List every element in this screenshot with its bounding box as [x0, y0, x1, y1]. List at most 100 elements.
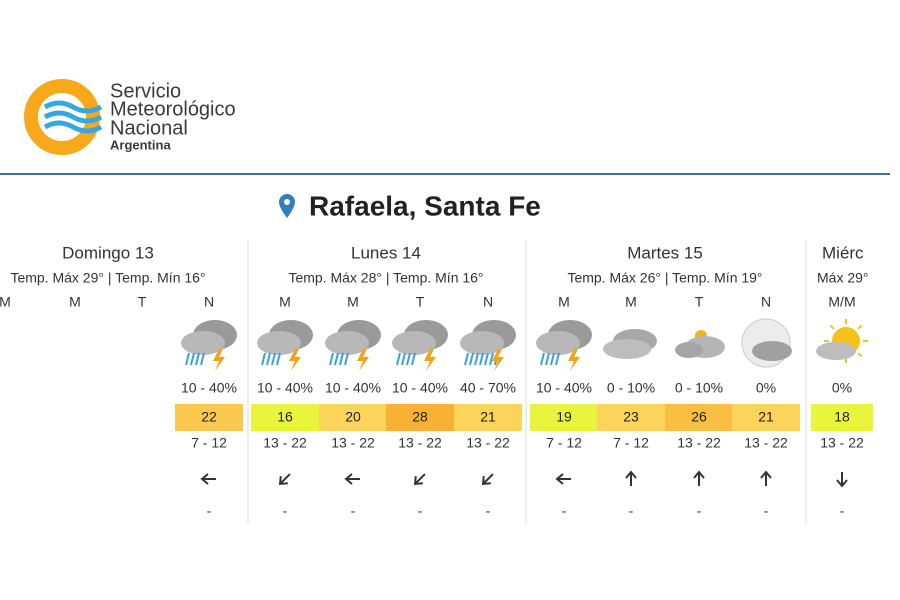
- temp-cell: [665, 404, 733, 431]
- rain-drop: [334, 352, 339, 366]
- logo-wave: [43, 120, 103, 134]
- wind-arrow: [413, 473, 426, 486]
- temp-cell: [319, 404, 387, 431]
- temperature: 21: [480, 409, 496, 425]
- period-label: M: [279, 294, 291, 310]
- day-temps: Máx 29°: [817, 270, 869, 286]
- temperature: 18: [834, 409, 850, 425]
- weather-icon: [603, 329, 657, 359]
- weather-icon: [460, 320, 516, 371]
- weather-icon: [536, 320, 592, 371]
- location-pin: [279, 194, 295, 218]
- rain-probability: 0%: [832, 380, 852, 396]
- period-label: T: [695, 294, 704, 310]
- temperature: 19: [556, 409, 572, 425]
- rain-probability: 0 - 10%: [675, 380, 723, 396]
- rain-drop: [396, 352, 401, 366]
- rain-probability: 10 - 40%: [325, 380, 381, 396]
- rain-probability: 10 - 40%: [536, 380, 592, 396]
- temp-cell: [811, 404, 873, 431]
- rain-drop: [339, 352, 344, 366]
- cloud-shape: [257, 331, 301, 355]
- wind-gust: -: [764, 503, 769, 519]
- forecast-table: Domingo 13 Temp. Máx 29° | Temp. Mín 16° M…: [0, 240, 873, 523]
- cloud-shape: [536, 331, 580, 355]
- wind-gust: -: [840, 503, 845, 519]
- wind-gust: -: [629, 503, 634, 519]
- rain-drop: [266, 352, 271, 366]
- wind-speed: 13 - 22: [398, 435, 442, 451]
- period-label: N: [204, 294, 214, 310]
- wind-arrow-shape: [760, 470, 772, 486]
- logo-wave: [43, 110, 103, 124]
- temperature: 21: [758, 409, 774, 425]
- temp-cell: [732, 404, 800, 431]
- temp-cell: [530, 404, 598, 431]
- rain-probability: 10 - 40%: [257, 380, 313, 396]
- cloud-shape: [181, 331, 225, 355]
- cloud-shape: [603, 339, 651, 359]
- rain-drop: [555, 352, 560, 366]
- temperature: 20: [345, 409, 361, 425]
- period-label: M: [347, 294, 359, 310]
- wind-speed: 13 - 22: [263, 435, 307, 451]
- sun-ray: [857, 324, 863, 330]
- day-temps: Temp. Máx 28° | Temp. Mín 16°: [288, 270, 483, 286]
- wind-speed: 7 - 12: [613, 435, 649, 451]
- temperature: 16: [277, 409, 293, 425]
- wind-arrow-shape: [693, 470, 705, 486]
- rain-drop: [484, 352, 489, 366]
- lightning: [213, 349, 225, 371]
- logo-text: Meteorológico: [110, 98, 236, 120]
- sun-ray: [829, 324, 835, 330]
- wind-arrow: [200, 473, 216, 485]
- wind-arrow-shape: [278, 473, 291, 486]
- wind-speed: 13 - 22: [677, 435, 721, 451]
- period-label: M: [0, 294, 11, 310]
- wind-speed: 13 - 22: [466, 435, 510, 451]
- temperature: 23: [623, 409, 639, 425]
- rain-drop: [261, 352, 266, 366]
- rain-drop: [344, 352, 349, 366]
- location: Rafaela, Santa Fe: [309, 190, 541, 221]
- period-label: M/M: [828, 294, 855, 310]
- wind-arrow: [555, 473, 571, 485]
- wind-arrow: [344, 473, 360, 485]
- wind-speed: 13 - 22: [820, 435, 864, 451]
- wind-arrow-shape: [555, 473, 571, 485]
- rain-probability: 10 - 40%: [181, 380, 237, 396]
- rain-drop: [271, 352, 276, 366]
- cloud-shape: [752, 341, 792, 361]
- day-name: Miérc: [822, 243, 864, 262]
- wind-gust: -: [351, 503, 356, 519]
- lightning: [492, 349, 504, 371]
- logo-text: Nacional: [110, 117, 188, 139]
- wind-gust: -: [562, 503, 567, 519]
- period-label: M: [558, 294, 570, 310]
- cloud-shape: [675, 342, 703, 358]
- day-temps: Temp. Máx 29° | Temp. Mín 16°: [10, 270, 205, 286]
- rain-drop: [200, 352, 205, 366]
- cloud-shape: [460, 331, 504, 355]
- lightning: [289, 349, 301, 371]
- rain-probability: 0 - 10%: [607, 380, 655, 396]
- day-temps: Temp. Máx 26° | Temp. Mín 19°: [567, 270, 762, 286]
- lightning: [424, 349, 436, 371]
- period-label: T: [138, 294, 147, 310]
- rain-drop: [411, 352, 416, 366]
- weather-icon: [392, 320, 448, 371]
- wind-arrow: [278, 473, 291, 486]
- wind-arrow-shape: [481, 473, 494, 486]
- weather-icon: [741, 318, 792, 368]
- rain-drop: [190, 352, 195, 366]
- period-label: N: [761, 294, 771, 310]
- weather-icon: [675, 330, 725, 358]
- period-label: M: [69, 294, 81, 310]
- temp-cell: [175, 404, 243, 431]
- rain-drop: [276, 352, 281, 366]
- wind-arrow-shape: [836, 472, 848, 488]
- temperature: 22: [201, 409, 217, 425]
- rain-drop: [489, 352, 494, 366]
